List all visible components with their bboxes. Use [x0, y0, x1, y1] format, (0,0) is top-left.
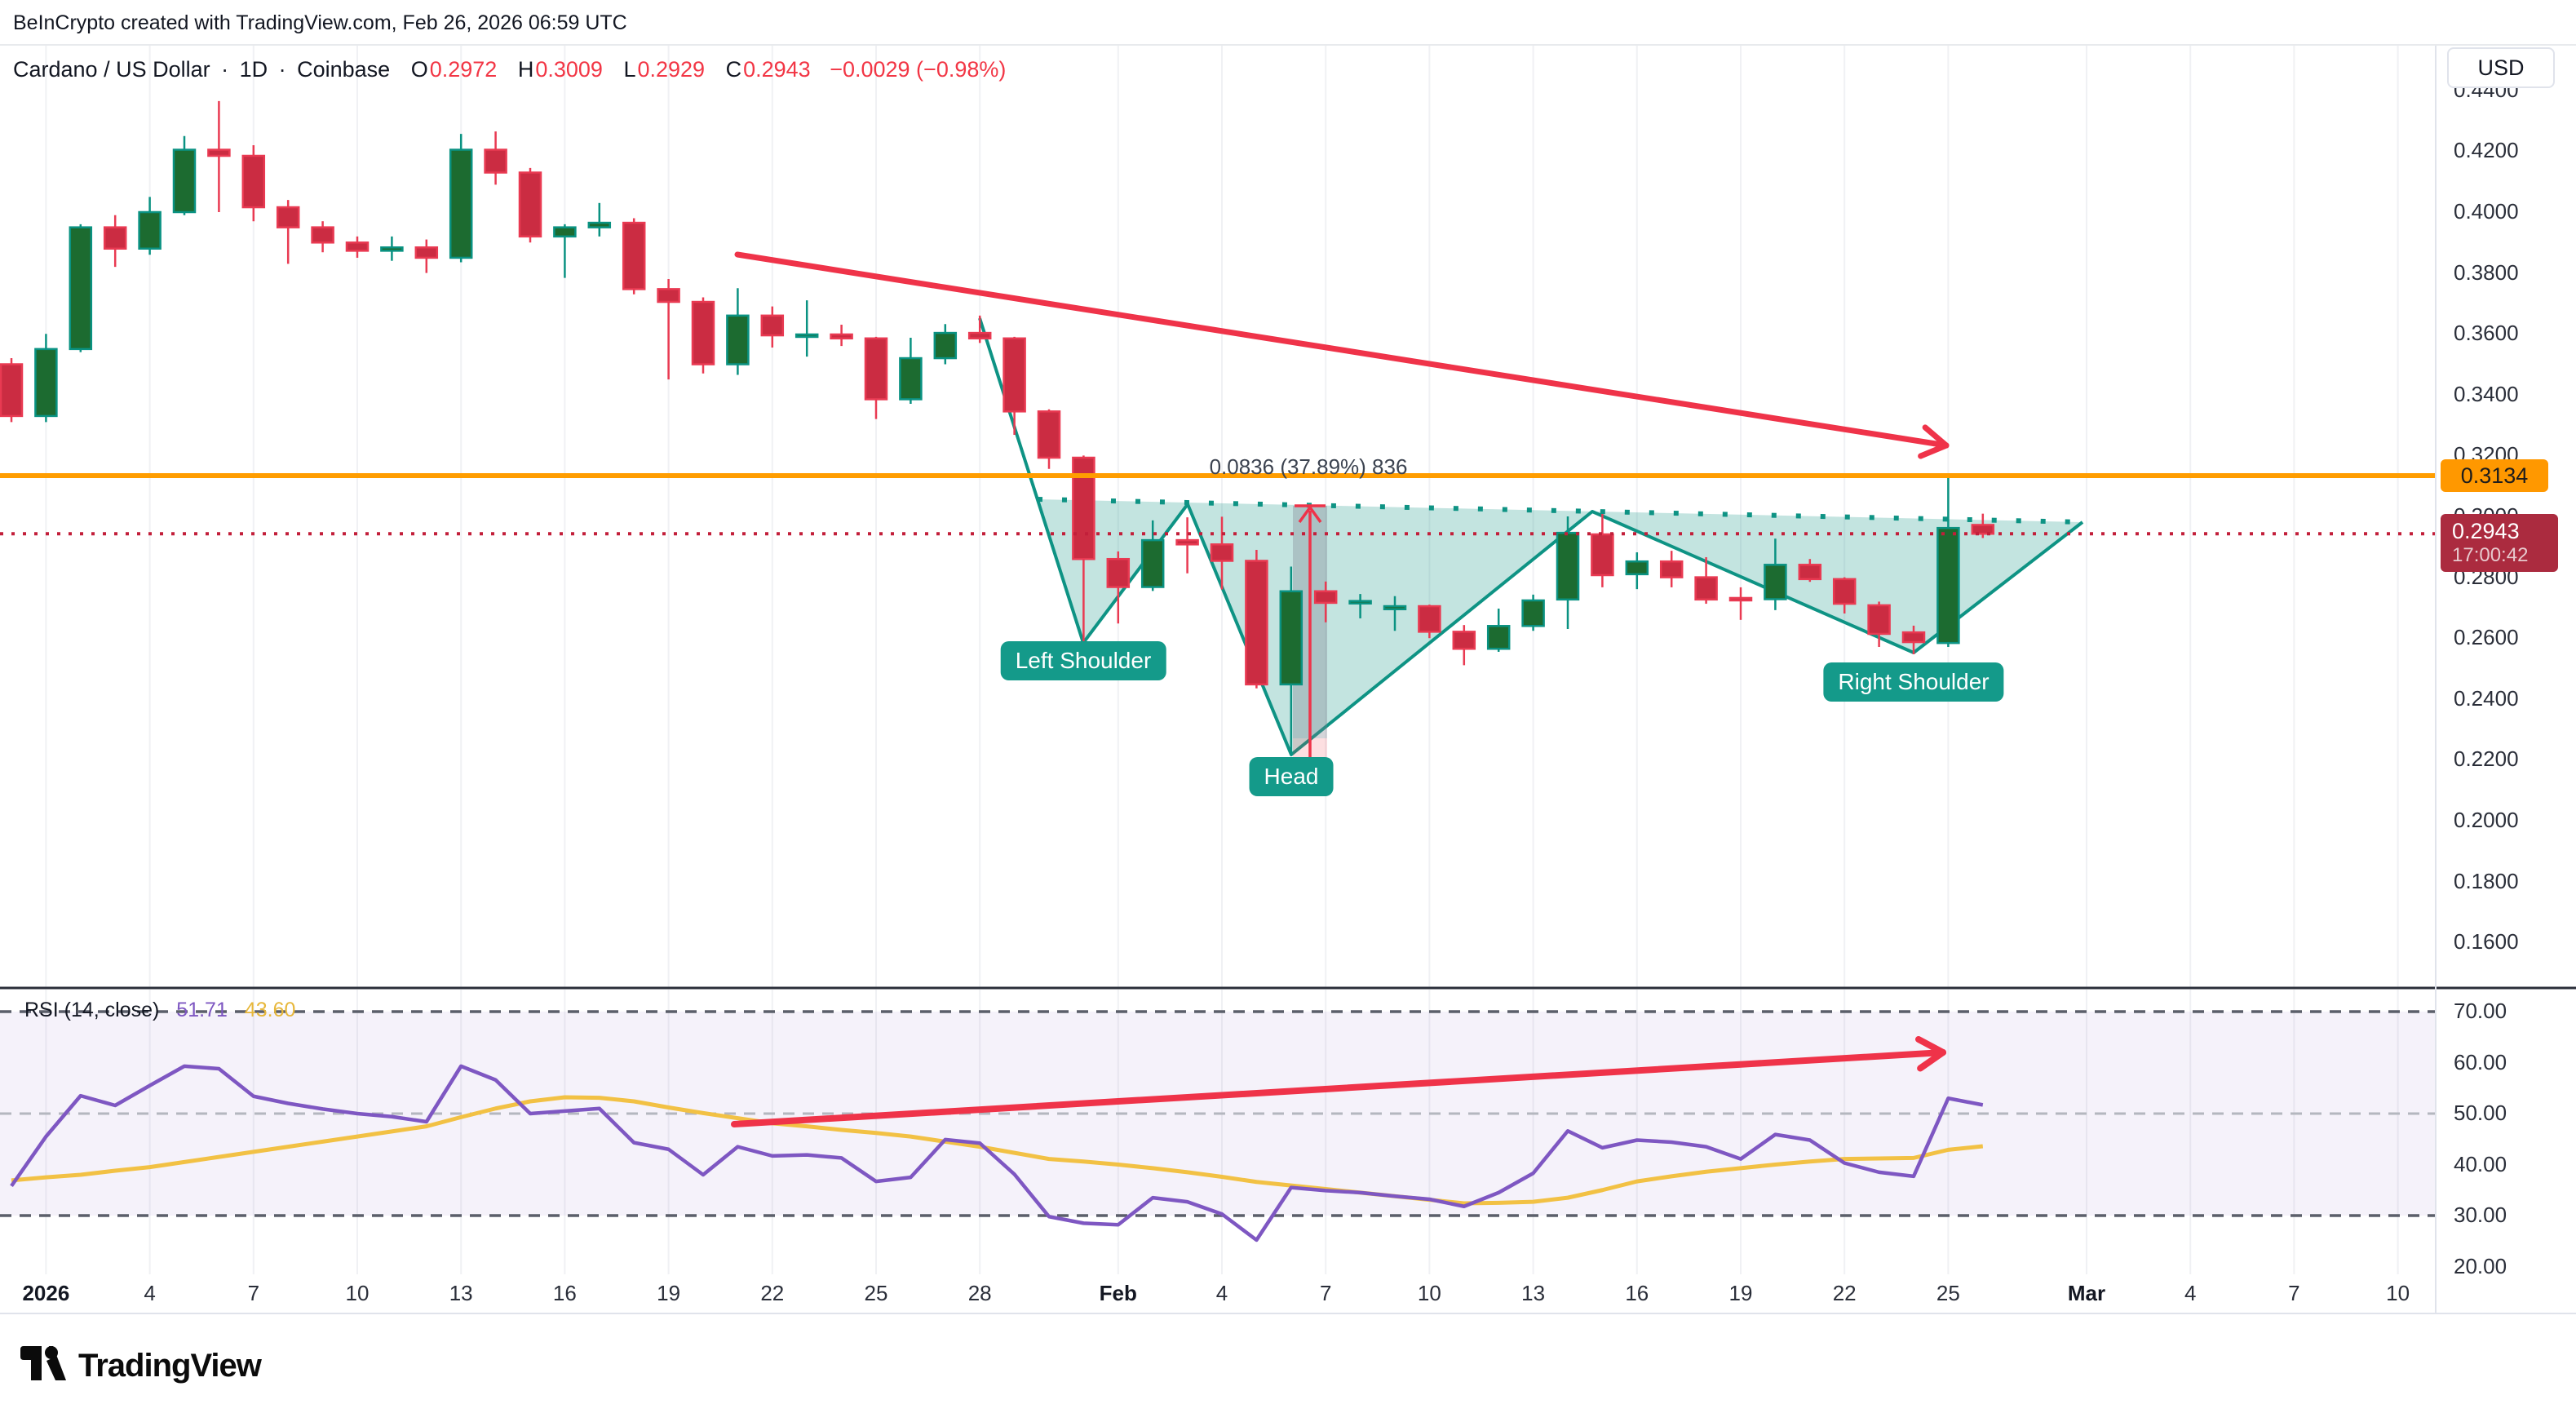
time-tick-label: 28 — [967, 1281, 992, 1305]
last-price-value: 0.2943 — [2452, 519, 2520, 544]
price-tick-label: 0.2000 — [2454, 808, 2519, 832]
interval-label[interactable]: 1D — [239, 57, 268, 82]
measure-tool-label: 0.0836 (37.89%) 836 — [1209, 454, 1408, 479]
time-tick-label: 10 — [2386, 1281, 2410, 1305]
time-tick-label: 4 — [144, 1281, 156, 1305]
time-tick-label: 10 — [345, 1281, 370, 1305]
time-tick-label: 19 — [657, 1281, 681, 1305]
time-tick-label: 13 — [1521, 1281, 1546, 1305]
high-label: H — [517, 57, 534, 82]
tradingview-logo[interactable]: TradingView — [20, 1344, 262, 1387]
price-tick-label: 0.4000 — [2454, 199, 2519, 224]
time-tick-label: 7 — [1319, 1281, 1332, 1305]
left-shoulder-label[interactable]: Left Shoulder — [1000, 641, 1166, 680]
symbol-title[interactable]: Cardano / US Dollar — [13, 57, 210, 82]
rsi-tick-label: 40.00 — [2454, 1151, 2507, 1176]
change-value: −0.0029 (−0.98%) — [830, 57, 1007, 82]
time-tick-label: 22 — [1832, 1281, 1857, 1305]
price-tick-label: 0.2600 — [2454, 625, 2519, 650]
rsi-tick-label: 20.00 — [2454, 1253, 2507, 1278]
time-tick-label: 4 — [2184, 1281, 2197, 1305]
price-tick-label: 0.1600 — [2454, 929, 2519, 955]
price-tick-label: 0.4200 — [2454, 138, 2519, 163]
time-tick-label: 4 — [1215, 1281, 1228, 1305]
right-shoulder-label[interactable]: Right Shoulder — [1823, 662, 2004, 702]
high-value: 0.3009 — [535, 57, 603, 82]
rsi-tick-label: 60.00 — [2454, 1049, 2507, 1074]
last-price-badge: 0.2943 17:00:42 — [2441, 514, 2558, 572]
rsi-label: RSI (14, close) — [24, 999, 160, 1021]
time-tick-label: 25 — [1936, 1281, 1960, 1305]
price-tick-label: 0.3400 — [2454, 381, 2519, 406]
price-tick-label: 0.2400 — [2454, 685, 2519, 711]
low-label: L — [623, 57, 636, 82]
time-tick-label: 16 — [552, 1281, 577, 1305]
separator-dot: · — [272, 57, 293, 82]
rsi-tick-label: 50.00 — [2454, 1101, 2507, 1125]
time-tick-label: 2026 — [22, 1281, 70, 1305]
time-tick-label: Feb — [1099, 1281, 1137, 1305]
time-tick-label: 13 — [449, 1281, 473, 1305]
price-tick-label: 0.2200 — [2454, 746, 2519, 772]
exchange-label: Coinbase — [297, 57, 391, 82]
tradingview-logo-text: TradingView — [78, 1347, 262, 1384]
time-tick-label: 7 — [247, 1281, 260, 1305]
time-tick-label: 10 — [1417, 1281, 1441, 1305]
price-tick-label: 0.1800 — [2454, 868, 2519, 893]
price-tick-label: 0.3600 — [2454, 321, 2519, 346]
separator-dot: · — [215, 57, 235, 82]
time-tick-label: 25 — [864, 1281, 888, 1305]
rsi-tick-label: 30.00 — [2454, 1203, 2507, 1227]
rsi-indicator-legend[interactable]: RSI (14, close) 51.71 43.60 — [24, 999, 295, 1022]
time-tick-label: Mar — [2067, 1281, 2106, 1305]
rsi-tick-label: 70.00 — [2454, 999, 2507, 1023]
rsi-value: 51.71 — [176, 999, 228, 1021]
open-value: 0.2972 — [429, 57, 498, 82]
breakout-price-badge: 0.3134 — [2441, 459, 2548, 493]
tradingview-logo-icon — [20, 1346, 66, 1380]
time-tick-label: 16 — [1625, 1281, 1649, 1305]
time-tick-label: 22 — [760, 1281, 785, 1305]
countdown-timer: 17:00:42 — [2452, 544, 2529, 567]
open-label: O — [410, 57, 428, 82]
time-tick-label: 7 — [2288, 1281, 2300, 1305]
close-value: 0.2943 — [743, 57, 811, 82]
time-tick-label: 19 — [1728, 1281, 1753, 1305]
symbol-header: Cardano / US Dollar · 1D · Coinbase O0.2… — [13, 57, 1006, 82]
head-label[interactable]: Head — [1249, 757, 1334, 796]
rsi-ma-value: 43.60 — [244, 999, 296, 1021]
price-tick-label: 0.3800 — [2454, 259, 2519, 285]
low-value: 0.2929 — [637, 57, 706, 82]
close-label: C — [725, 57, 742, 82]
currency-toggle-button[interactable]: USD — [2447, 47, 2555, 88]
attribution-text: BeInCrypto created with TradingView.com,… — [13, 11, 627, 34]
